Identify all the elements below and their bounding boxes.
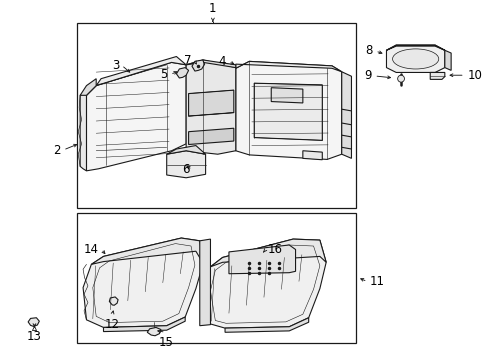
Text: 14: 14: [83, 243, 99, 256]
Text: 8: 8: [365, 45, 372, 58]
Polygon shape: [386, 45, 444, 50]
Bar: [77, 213, 356, 343]
Polygon shape: [176, 68, 188, 78]
Bar: [77, 23, 356, 208]
Polygon shape: [166, 145, 205, 154]
Polygon shape: [192, 60, 204, 71]
Polygon shape: [429, 72, 444, 80]
Polygon shape: [188, 128, 233, 144]
Polygon shape: [109, 297, 118, 305]
Polygon shape: [271, 88, 302, 103]
Polygon shape: [186, 60, 235, 68]
Polygon shape: [86, 62, 186, 171]
Text: 2: 2: [53, 144, 61, 157]
Polygon shape: [341, 135, 351, 149]
Polygon shape: [228, 245, 295, 274]
Polygon shape: [83, 238, 203, 328]
Polygon shape: [341, 109, 351, 125]
Text: 15: 15: [158, 336, 173, 349]
Polygon shape: [188, 90, 233, 116]
Polygon shape: [103, 317, 185, 332]
Text: 16: 16: [267, 243, 282, 256]
Polygon shape: [254, 83, 322, 140]
Text: 9: 9: [364, 69, 371, 82]
Polygon shape: [200, 239, 210, 326]
Polygon shape: [235, 61, 341, 72]
Polygon shape: [80, 79, 96, 95]
Polygon shape: [28, 318, 39, 327]
Ellipse shape: [397, 75, 404, 82]
Text: 11: 11: [369, 275, 384, 288]
Polygon shape: [210, 239, 325, 267]
Polygon shape: [444, 50, 450, 70]
Polygon shape: [386, 45, 444, 72]
Ellipse shape: [392, 49, 438, 69]
Polygon shape: [186, 60, 235, 154]
Polygon shape: [147, 328, 161, 336]
Text: 1: 1: [209, 2, 216, 15]
Polygon shape: [80, 86, 96, 171]
Text: 10: 10: [466, 69, 481, 82]
Text: 7: 7: [184, 54, 192, 67]
Polygon shape: [91, 238, 203, 264]
Polygon shape: [96, 57, 186, 86]
Polygon shape: [204, 239, 325, 328]
Text: 3: 3: [111, 59, 119, 72]
Text: 13: 13: [27, 330, 42, 343]
Polygon shape: [166, 151, 205, 178]
Polygon shape: [302, 151, 322, 160]
Text: 6: 6: [182, 163, 190, 176]
Polygon shape: [341, 72, 351, 158]
Polygon shape: [235, 61, 341, 159]
Text: 5: 5: [160, 68, 167, 81]
Text: 12: 12: [104, 319, 120, 332]
Polygon shape: [224, 318, 308, 332]
Text: 4: 4: [218, 55, 225, 68]
